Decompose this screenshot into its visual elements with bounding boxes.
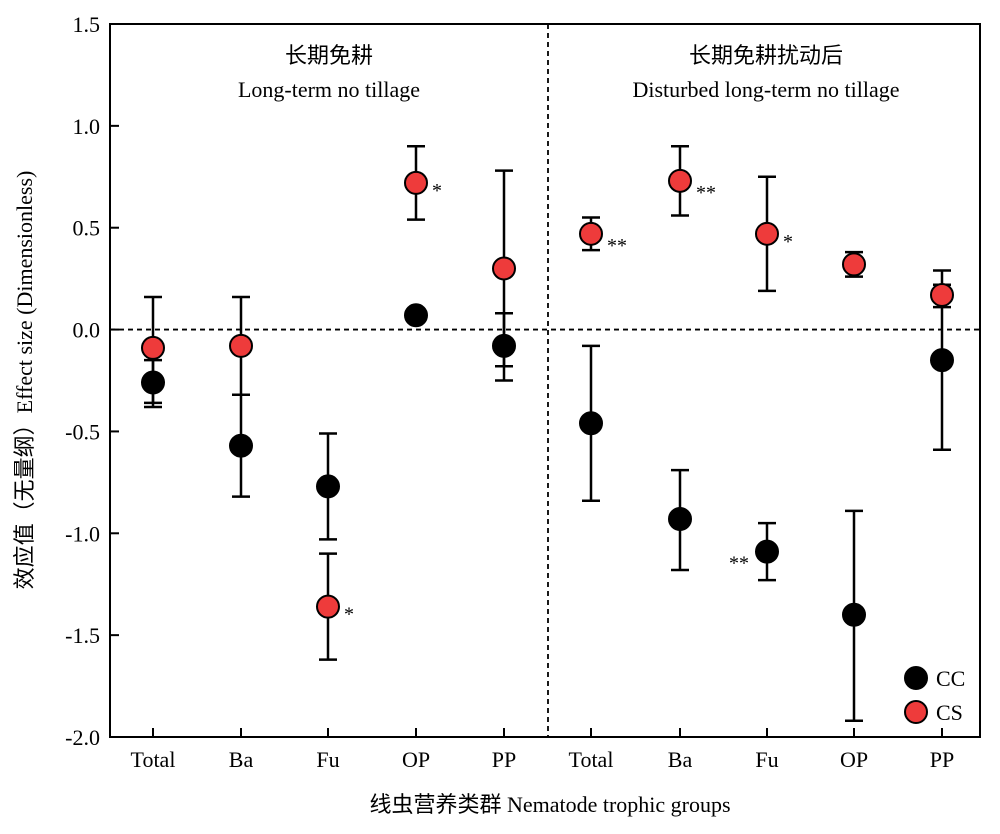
point-CC [316, 474, 340, 499]
x-tick-label: Ba [229, 747, 254, 772]
significance-label: * [432, 180, 442, 202]
point-CS [404, 170, 428, 195]
x-axis-ticks: Total Ba Fu OP PP Total Ba Fu OP PP [131, 728, 954, 772]
legend-label-CS: CS [936, 700, 963, 725]
significance-label: ** [607, 235, 627, 257]
x-tick-label: Fu [755, 747, 778, 772]
point-CS [229, 333, 253, 358]
x-axis-label: 线虫营养类群 Nematode trophic groups [369, 792, 730, 817]
y-tick-label: 1.5 [73, 12, 101, 37]
plot-frame [109, 23, 981, 738]
point-CC [842, 602, 866, 627]
panel-titles: 长期免耕 Long-term no tillage 长期免耕扰动后 Disturbed… [238, 43, 900, 102]
point-CS [316, 594, 340, 619]
legend-marker-CC [904, 666, 928, 690]
legend-label-CC: CC [936, 666, 965, 691]
x-tick-label: PP [492, 747, 516, 772]
y-axis-ticks: -2.0 -1.5 -1.0 -0.5 0.0 0.5 1.0 1.5 [65, 12, 119, 750]
point-CS [755, 221, 779, 246]
point-CS [930, 282, 954, 307]
point-CC [229, 433, 253, 458]
point-CC [930, 348, 954, 373]
point-CC [404, 303, 428, 328]
x-tick-label: Total [131, 747, 176, 772]
legend: CC CS [904, 666, 965, 725]
point-CC [755, 539, 779, 564]
x-tick-label: OP [402, 747, 430, 772]
panel-title-en: Disturbed long-term no tillage [633, 77, 900, 102]
x-tick-label: OP [840, 747, 868, 772]
x-tick-label: Ba [668, 747, 693, 772]
y-tick-label: -1.0 [65, 521, 100, 546]
x-tick-label: Fu [316, 747, 339, 772]
significance-label: ** [729, 553, 749, 575]
panel-title-en: Long-term no tillage [238, 77, 420, 102]
point-CS [141, 335, 165, 360]
y-tick-label: -0.5 [65, 419, 100, 444]
significance-label: ** [696, 182, 716, 204]
y-tick-label: 0.0 [73, 318, 101, 343]
point-CS [579, 221, 603, 246]
panel-title-cn: 长期免耕 [285, 43, 373, 68]
significance-label: * [344, 604, 354, 626]
y-tick-label: -1.5 [65, 623, 100, 648]
significance-label: * [783, 231, 793, 253]
x-tick-label: PP [930, 747, 954, 772]
point-CC [579, 411, 603, 436]
point-CC [668, 507, 692, 532]
y-tick-label: -2.0 [65, 725, 100, 750]
point-CS [842, 252, 866, 277]
point-CS [668, 168, 692, 193]
y-axis-label: 效应值（无量纲）Effect size (Dimensionless) [12, 171, 37, 590]
y-tick-label: 1.0 [73, 114, 101, 139]
x-tick-label: Total [569, 747, 614, 772]
series-CS: ******* [141, 144, 954, 661]
legend-marker-CS [904, 700, 928, 724]
y-tick-label: 0.5 [73, 216, 101, 241]
panel-title-cn: 长期免耕扰动后 [689, 43, 843, 68]
point-CS [492, 256, 516, 281]
plot-area: ********* [110, 24, 980, 737]
